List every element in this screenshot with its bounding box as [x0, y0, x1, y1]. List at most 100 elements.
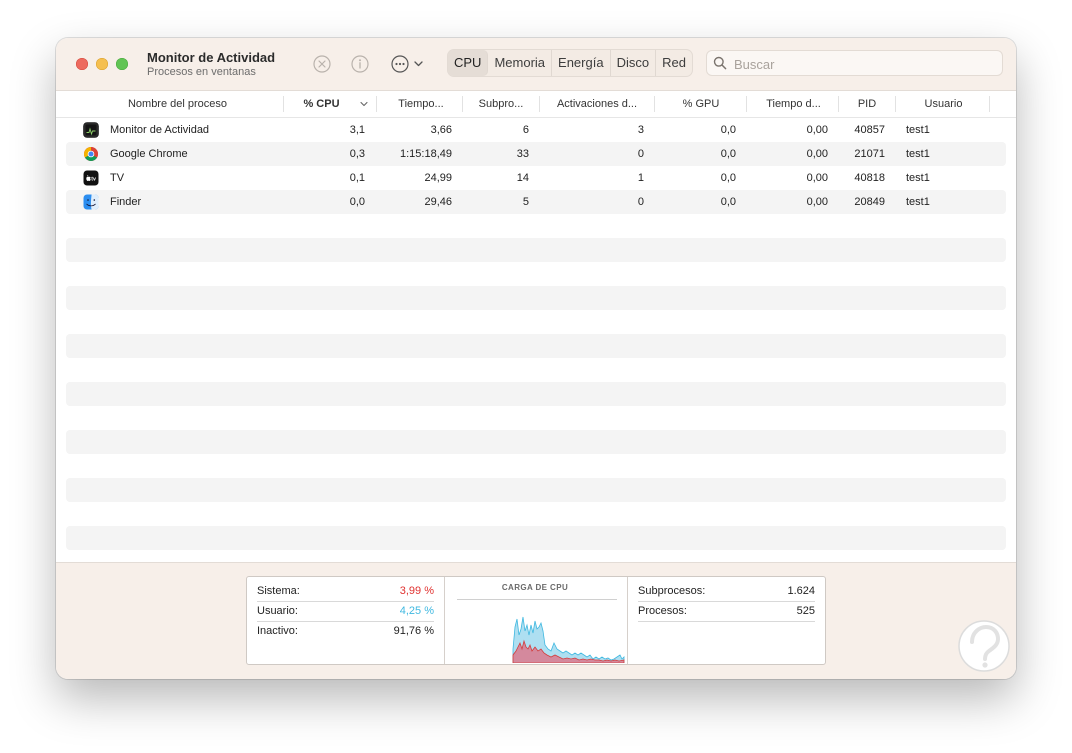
gpu-value: 0,0	[720, 196, 736, 208]
chrome-icon	[84, 147, 98, 161]
search-icon	[713, 56, 727, 70]
column-header-gpu-time[interactable]: Tiempo d...	[766, 98, 821, 110]
column-divider	[462, 96, 463, 112]
process-name: Google Chrome	[110, 148, 188, 160]
column-header-cpu[interactable]: % CPU	[303, 98, 340, 110]
tab-disco[interactable]: Disco	[611, 50, 657, 76]
table-row[interactable]: Google Chrome 0,3 1:15:18,49 33 0 0,0 0,…	[66, 142, 1006, 166]
column-header-threads[interactable]: Subpro...	[478, 98, 524, 110]
divider	[457, 599, 617, 600]
window-title: Monitor de Actividad	[147, 50, 276, 65]
column-divider	[283, 96, 284, 112]
divider	[444, 577, 445, 664]
cpu-stats-panel: Sistema: 3,99 % Usuario: 4,25 % Inactivo…	[246, 576, 826, 665]
close-window-button[interactable]	[76, 58, 88, 70]
cpu-load-title: CARGA DE CPU	[501, 583, 569, 592]
sistema-value: 3,99 %	[399, 585, 434, 597]
table-row[interactable]: Monitor de Actividad 3,1 3,66 6 3 0,0 0,…	[66, 118, 1006, 142]
user-value: test1	[906, 172, 930, 184]
empty-row	[66, 286, 1006, 310]
empty-row	[66, 262, 1006, 286]
column-header-gpu[interactable]: % GPU	[682, 98, 720, 110]
cpu-load-system-area	[512, 639, 625, 663]
tab-memoria[interactable]: Memoria	[488, 50, 553, 76]
threads-value: 33	[516, 148, 529, 160]
process-count-column: Subprocesos: 1.624 Procesos: 525	[628, 577, 825, 664]
usuario-row: Usuario: 4,25 %	[257, 601, 434, 622]
cpu-usage-column: Sistema: 3,99 % Usuario: 4,25 % Inactivo…	[247, 577, 444, 664]
inspect-process-button[interactable]	[350, 54, 370, 74]
time-value: 3,66	[430, 124, 452, 136]
procesos-label: Procesos:	[638, 605, 687, 617]
more-options-button[interactable]	[390, 54, 428, 74]
wakeups-value: 0	[637, 196, 644, 208]
time-value: 29,46	[424, 196, 452, 208]
x-circle-icon	[313, 55, 331, 73]
cpu-value: 3,1	[349, 124, 365, 136]
process-name: Monitor de Actividad	[110, 124, 210, 136]
search-input[interactable]	[732, 54, 996, 74]
subprocesos-row: Subprocesos: 1.624	[638, 581, 815, 602]
wakeups-value: 3	[637, 124, 644, 136]
column-divider	[376, 96, 377, 112]
tab-red[interactable]: Red	[662, 55, 686, 70]
toolbar: Monitor de Actividad Procesos en ventana…	[56, 38, 1016, 91]
watermark-logo	[958, 620, 1010, 672]
usuario-label: Usuario:	[257, 605, 298, 617]
gpu-value: 0,0	[720, 148, 736, 160]
sistema-label: Sistema:	[257, 585, 300, 597]
empty-row	[66, 430, 1006, 454]
window-subtitle: Procesos en ventanas	[147, 66, 256, 78]
user-value: test1	[906, 124, 930, 136]
empty-row	[66, 454, 1006, 478]
table-header: Nombre del proceso % CPU Tiempo... Subpr…	[56, 91, 1016, 118]
tab-energia[interactable]: Energía	[552, 50, 611, 76]
apple-tv-icon: tv	[83, 170, 99, 186]
subprocesos-value: 1.624	[787, 585, 815, 597]
column-divider	[539, 96, 540, 112]
usuario-value: 4,25 %	[399, 605, 434, 617]
cpu-value: 0,3	[349, 148, 365, 160]
tab-cpu[interactable]: CPU	[448, 50, 489, 76]
gpu-time-value: 0,00	[806, 148, 828, 160]
time-value: 24,99	[424, 172, 452, 184]
empty-row	[66, 310, 1006, 334]
svg-text:tv: tv	[91, 177, 96, 183]
empty-row	[66, 214, 1006, 238]
column-divider	[895, 96, 896, 112]
empty-row	[66, 502, 1006, 526]
empty-row	[66, 334, 1006, 358]
subprocesos-label: Subprocesos:	[638, 585, 706, 597]
gpu-time-value: 0,00	[806, 196, 828, 208]
gpu-time-value: 0,00	[806, 172, 828, 184]
column-header-wakeups[interactable]: Activaciones d...	[556, 98, 638, 110]
empty-row	[66, 358, 1006, 382]
column-header-pid[interactable]: PID	[857, 98, 877, 110]
column-header-name[interactable]: Nombre del proceso	[127, 98, 228, 110]
stats-footer: Sistema: 3,99 % Usuario: 4,25 % Inactivo…	[56, 562, 1016, 679]
empty-row	[66, 526, 1006, 550]
empty-row	[66, 478, 1006, 502]
column-header-time[interactable]: Tiempo...	[398, 98, 444, 110]
time-value: 1:15:18,49	[400, 148, 452, 160]
activity-monitor-icon	[83, 122, 99, 138]
empty-row	[66, 382, 1006, 406]
threads-value: 6	[522, 124, 529, 136]
user-value: test1	[906, 196, 930, 208]
table-row[interactable]: Finder 0,0 29,46 5 0 0,0 0,00 20849 test…	[66, 190, 1006, 214]
minimize-window-button[interactable]	[96, 58, 108, 70]
table-row[interactable]: tv TV 0,1 24,99 14 1 0,0 0,00 40818 test…	[66, 166, 1006, 190]
stop-process-button[interactable]	[312, 54, 332, 74]
process-name: TV	[110, 172, 125, 184]
search-field[interactable]	[706, 50, 1003, 76]
column-divider	[989, 96, 990, 112]
activity-monitor-window: Monitor de Actividad Procesos en ventana…	[56, 38, 1016, 679]
info-icon	[351, 55, 369, 73]
threads-value: 14	[516, 172, 529, 184]
ellipsis-circle-icon	[391, 55, 423, 73]
column-header-user[interactable]: Usuario	[924, 98, 963, 110]
threads-value: 5	[522, 196, 529, 208]
column-divider	[654, 96, 655, 112]
zoom-window-button[interactable]	[116, 58, 128, 70]
divider	[627, 577, 628, 664]
